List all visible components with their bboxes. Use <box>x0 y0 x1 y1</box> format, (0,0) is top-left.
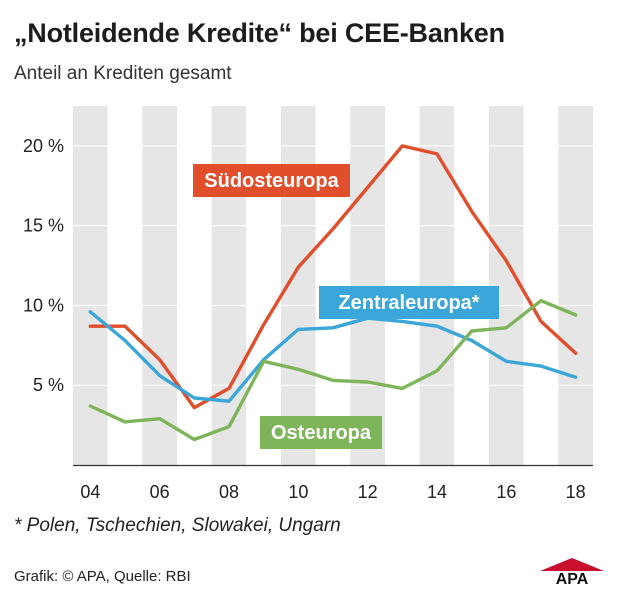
source-credit: Grafik: © APA, Quelle: RBI <box>14 568 191 585</box>
logo-text: APA <box>556 571 589 585</box>
year-band <box>350 106 385 465</box>
logo-roof <box>540 558 604 571</box>
x-tick-label: 10 <box>288 482 308 502</box>
y-tick-label: 10 % <box>23 295 64 315</box>
chart-subtitle: Anteil an Krediten gesamt <box>14 63 232 84</box>
y-axis: 5 % 10 % 15 % 20 % <box>23 136 64 395</box>
y-tick-label: 20 % <box>23 136 64 156</box>
apa-logo: APA <box>540 558 604 585</box>
year-band <box>523 106 559 465</box>
line-chart: 5 % 10 % 15 % 20 % 04 06 08 10 12 14 16 18 Südoste… <box>23 106 593 502</box>
year-band <box>246 106 281 465</box>
year-band <box>142 106 177 465</box>
horizontal-gridlines <box>73 145 593 386</box>
year-band <box>177 106 212 465</box>
x-tick-label: 12 <box>358 482 378 502</box>
footnote: * Polen, Tschechien, Slowakei, Ungarn <box>14 515 341 536</box>
series-lines <box>88 144 578 442</box>
x-tick-label: 14 <box>427 482 447 502</box>
series-label: Südosteuropa <box>193 164 350 197</box>
series-label-box <box>319 286 499 319</box>
x-tick-label: 18 <box>566 482 586 502</box>
series-label-box <box>260 416 382 449</box>
series-labels: Südosteuropa Zentraleuropa* Osteuropa <box>193 164 499 449</box>
year-band <box>558 106 593 465</box>
year-band <box>107 106 143 465</box>
year-band <box>315 106 351 465</box>
year-band <box>385 106 420 465</box>
y-tick-label: 15 % <box>23 216 64 236</box>
series-label-text: Zentraleuropa* <box>338 292 479 314</box>
x-tick-label: 16 <box>496 482 516 502</box>
x-axis: 04 06 08 10 12 14 16 18 <box>73 464 593 502</box>
year-band <box>454 106 489 465</box>
series-label: Zentraleuropa* <box>319 286 499 319</box>
x-tick-label: 06 <box>150 482 170 502</box>
year-band <box>419 106 455 465</box>
series-line <box>88 310 578 403</box>
series-label-text: Osteuropa <box>271 422 372 444</box>
series-line <box>88 299 578 442</box>
year-band <box>211 106 247 465</box>
series-line <box>88 144 578 410</box>
series-label-box <box>193 164 350 197</box>
series-label-text: Südosteuropa <box>204 170 339 192</box>
series-label: Osteuropa <box>260 416 382 449</box>
y-tick-label: 5 % <box>33 375 64 395</box>
x-tick-label: 08 <box>219 482 239 502</box>
x-tick-label: 04 <box>80 482 100 502</box>
chart-title: „Notleidende Kredite“ bei CEE-Banken <box>14 18 505 48</box>
year-band <box>489 106 524 465</box>
year-bands <box>73 106 593 465</box>
